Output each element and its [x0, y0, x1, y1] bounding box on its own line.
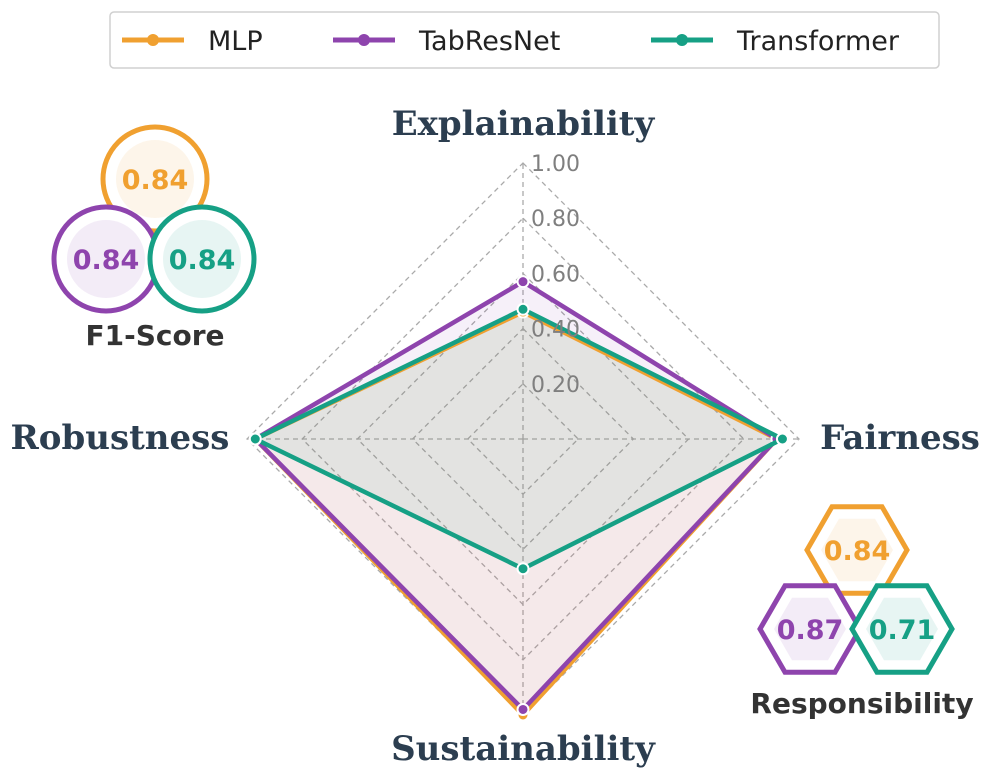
badge-value: 0.84 [73, 245, 140, 276]
axis-label-robustness: Robustness [11, 418, 230, 458]
badge-inner-fill [116, 140, 194, 218]
badge-ring [147, 204, 257, 314]
axis-label-sustainability: Sustainability [391, 729, 656, 769]
legend-swatch-marker [147, 34, 159, 46]
badge-hexagon [757, 583, 863, 675]
badge-inner-fill [866, 597, 938, 661]
point-tabresnet-sustainability [516, 702, 530, 716]
tick-label: 0.60 [531, 262, 580, 287]
legend-item-transformer: Transformer [651, 26, 900, 57]
point-transformer-sustainability [516, 562, 530, 576]
axis-labels: Explainability Fairness Sustainability Robu… [11, 104, 980, 769]
badge-f1-score-transformer: 0.84 [147, 204, 257, 314]
radar-series [248, 275, 789, 722]
axis-label-fairness: Fairness [820, 418, 980, 458]
badge-backing [103, 127, 207, 231]
tick-label: 0.40 [531, 318, 580, 343]
series-area-transformer [255, 309, 783, 569]
series-area-tabresnet [255, 281, 777, 710]
legend-swatch-marker [358, 34, 370, 46]
legend-item-tabresnet: TabResNet [333, 26, 560, 57]
legend: MLP TabResNet Transformer [109, 11, 940, 69]
badge-inner-fill [774, 597, 846, 661]
badge-hexagon [849, 583, 955, 675]
badge-responsibility-transformer: 0.71 [849, 583, 955, 675]
badge-group-responsibility: 0.84 0.87 0.71 Responsibility [750, 504, 974, 720]
badge-inner-fill [67, 220, 145, 298]
badge-inner-fill [163, 220, 241, 298]
tick-label: 1.00 [531, 152, 580, 177]
point-transformer-explainability [516, 302, 530, 316]
badge-title-responsibility: Responsibility [750, 687, 973, 720]
series-area-mlp [255, 312, 777, 715]
badge-f1-score-mlp: 0.84 [100, 124, 210, 234]
badge-value: 0.87 [777, 615, 844, 646]
point-tabresnet-explainability [516, 275, 530, 289]
badge-inner-fill [821, 518, 893, 582]
badge-group-f1-score: 0.84 0.84 0.84 F1-Score [51, 124, 257, 352]
badge-value: 0.84 [824, 536, 891, 567]
badge-responsibility-mlp: 0.84 [804, 504, 910, 596]
radar-grid [246, 162, 800, 716]
badge-backing [807, 506, 907, 594]
point-transformer-robustness [248, 432, 262, 446]
badge-f1-score-tabresnet: 0.84 [51, 204, 161, 314]
badge-backing [54, 207, 158, 311]
badge-title-f1-score: F1-Score [85, 319, 224, 352]
badge-backing [760, 585, 860, 673]
legend-item-mlp: MLP [122, 26, 263, 57]
legend-label: Transformer [736, 26, 900, 57]
badge-value: 0.84 [122, 165, 189, 196]
badge-value: 0.71 [869, 615, 936, 646]
axis-label-explainability: Explainability [392, 104, 656, 144]
badge-backing [150, 207, 254, 311]
radial-tick-labels: 0.20 0.40 0.60 0.80 1.00 [531, 152, 580, 398]
legend-label: MLP [208, 26, 263, 57]
tick-label: 0.80 [531, 207, 580, 232]
point-transformer-fairness [775, 432, 789, 446]
legend-swatch-marker [676, 34, 688, 46]
badge-ring [100, 124, 210, 234]
badge-backing [852, 585, 952, 673]
badge-responsibility-tabresnet: 0.87 [757, 583, 863, 675]
legend-label: TabResNet [418, 26, 560, 57]
tick-label: 0.20 [531, 373, 580, 398]
metric-badges: 0.84 0.84 0.84 F1-Score 0.84 0.87 0.71 Responsi… [51, 124, 974, 720]
legend-frame [109, 11, 940, 69]
badge-value: 0.84 [169, 245, 236, 276]
